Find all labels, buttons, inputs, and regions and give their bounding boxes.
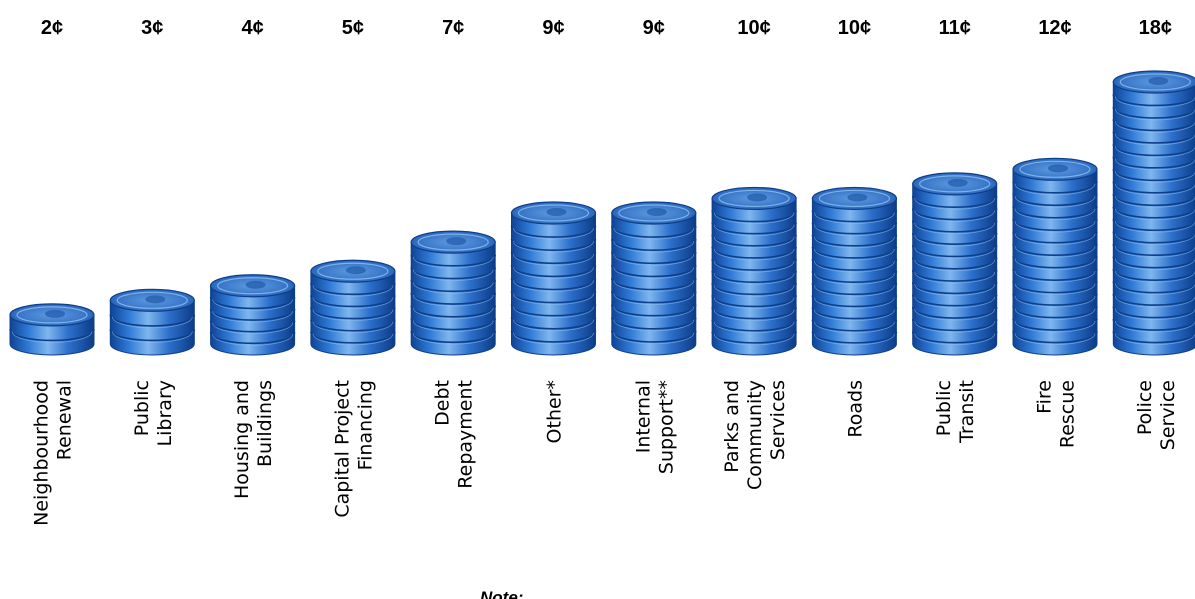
coin-stack <box>711 186 797 356</box>
coin-stack <box>811 186 898 356</box>
category-label: DebtRepayment <box>432 380 477 489</box>
coin-stack <box>911 172 998 356</box>
category-label: Other* <box>544 380 566 443</box>
category-label: FireRescue <box>1034 380 1079 448</box>
coin-stack <box>410 230 496 356</box>
category-label: Housing andBuildings <box>231 380 276 499</box>
category-label: Roads <box>844 380 866 438</box>
value-label: 3¢ <box>141 17 163 39</box>
category-label: InternalSupport** <box>632 380 677 474</box>
coin-stack <box>1012 157 1098 356</box>
value-label: 11¢ <box>939 17 971 39</box>
category-label: Parks andCommunityServices <box>721 380 789 490</box>
category-labels: NeighbourhoodRenewal PublicLibrary Housing… <box>31 380 1179 526</box>
coin-stack <box>510 201 597 356</box>
value-label: 4¢ <box>241 17 263 39</box>
category-label: PoliceService <box>1134 380 1179 450</box>
category-label: PublicLibrary <box>131 380 176 446</box>
value-label: 5¢ <box>342 17 364 39</box>
coin-stack <box>611 201 697 356</box>
coin-stack <box>1112 70 1195 356</box>
value-labels: 2¢ 3¢ 4¢ 5¢ 7¢ 9¢ 9¢ 10¢ 10¢ 11¢ 12¢ 18¢ <box>41 17 1172 39</box>
coin-stack <box>209 274 296 356</box>
coin-stacks <box>9 70 1195 356</box>
category-label: Capital ProjectFinancing <box>331 380 376 518</box>
value-label: 9¢ <box>542 17 564 39</box>
value-label: 2¢ <box>41 17 63 39</box>
footnote-heading: Note: <box>480 588 523 599</box>
coin-stack <box>310 259 396 356</box>
coin-stack <box>9 303 95 356</box>
value-label: 7¢ <box>442 17 464 39</box>
value-label: 12¢ <box>1038 17 1071 39</box>
value-label: 10¢ <box>838 17 871 39</box>
coin-stack <box>109 288 196 356</box>
value-label: 10¢ <box>737 17 770 39</box>
category-label: PublicTransit <box>933 380 978 444</box>
category-label: NeighbourhoodRenewal <box>31 380 76 526</box>
value-label: 9¢ <box>643 17 665 39</box>
value-label: 18¢ <box>1139 17 1172 39</box>
